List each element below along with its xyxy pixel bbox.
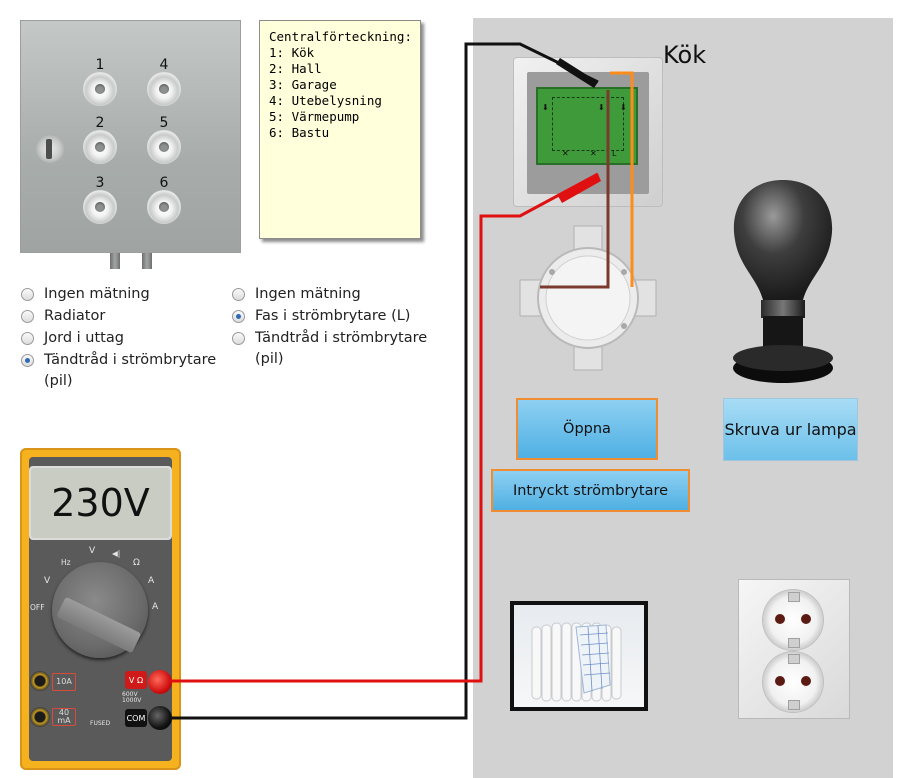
fuse-5[interactable] <box>147 130 181 164</box>
radio-button[interactable] <box>21 332 34 345</box>
pressed-switch-button[interactable]: Intryckt strömbrytare <box>491 469 690 512</box>
legend-line: 4: Utebelysning <box>269 93 382 108</box>
dial-label-adc: A <box>152 602 159 612</box>
outlet-bottom[interactable] <box>763 652 823 712</box>
multimeter-display: 230V <box>31 468 170 538</box>
fuse-4[interactable] <box>147 72 181 106</box>
fuse-number-2: 2 <box>95 115 105 131</box>
legend-line: 1: Kök <box>269 45 315 60</box>
radiator-image <box>514 605 644 707</box>
jack-40ma-label: 40 mA <box>52 708 76 726</box>
terminal-arrow-icon: ⬇ <box>598 103 605 112</box>
radio-label: Tändtråd i strömbrytare (pil) <box>255 330 428 367</box>
radio-label: Tändtråd i strömbrytare (pil) <box>44 352 217 389</box>
radio-label: Radiator <box>44 308 106 324</box>
wall-socket[interactable] <box>738 579 850 719</box>
room-title: Kök <box>663 41 707 69</box>
dial-label-ohm: Ω <box>133 558 140 568</box>
probe-red-plug[interactable] <box>148 670 172 694</box>
legend-title: Centralförteckning: <box>269 29 412 44</box>
radio-button[interactable] <box>232 288 245 301</box>
radio-label: Jord i uttag <box>44 330 124 346</box>
terminal-l-icon: L <box>612 149 617 158</box>
fuse-1[interactable] <box>83 72 117 106</box>
dial-label-vdc: V <box>89 546 96 556</box>
jack-10a-label: 10A <box>52 673 76 691</box>
legend-line: 5: Värmepump <box>269 109 360 124</box>
dial-label-aac: A <box>148 576 155 586</box>
radio-button[interactable] <box>21 288 34 301</box>
fuse-6[interactable] <box>147 190 181 224</box>
dial-label-hz: Hz <box>61 558 71 567</box>
terminal-x-icon: ✕ <box>590 149 597 158</box>
dial-label-vac: V <box>44 576 51 586</box>
legend-line: 3: Garage <box>269 77 337 92</box>
radio-option-switched-wire-right[interactable]: Tändtråd i strömbrytare (pil) <box>232 328 432 370</box>
probe-black-plug[interactable] <box>148 706 172 730</box>
radio-option-radiator[interactable]: Radiator <box>21 306 221 327</box>
dial-label-off: OFF <box>30 603 45 612</box>
radio-option-switched-wire-left[interactable]: Tändtråd i strömbrytare (pil) <box>21 350 221 392</box>
jack-10a <box>30 671 50 691</box>
legend-line: 6: Bastu <box>269 125 330 140</box>
fused-label: FUSED <box>90 720 111 727</box>
radio-option-phase-switch[interactable]: Fas i strömbrytare (L) <box>232 306 432 327</box>
fuse-number-5: 5 <box>159 115 169 131</box>
fuse-3[interactable] <box>83 190 117 224</box>
fuse-number-6: 6 <box>159 175 169 191</box>
cabinet-cable-gland <box>142 253 152 269</box>
fuse-legend-note: Centralförteckning: 1: Kök 2: Hall 3: Ga… <box>259 20 421 239</box>
jack-com-label: COM <box>125 709 147 727</box>
open-button[interactable]: Öppna <box>516 398 658 460</box>
radio-label: Ingen mätning <box>255 286 361 302</box>
legend-line: 2: Hall <box>269 61 322 76</box>
radio-option-none-right[interactable]: Ingen mätning <box>232 284 432 305</box>
radio-button[interactable] <box>21 310 34 323</box>
jack-40ma <box>30 707 50 727</box>
fuse-number-3: 3 <box>95 175 105 191</box>
radio-option-earth-socket[interactable]: Jord i uttag <box>21 328 221 349</box>
radio-button[interactable] <box>232 310 245 323</box>
radio-label: Ingen mätning <box>44 286 150 302</box>
fuse-2[interactable] <box>83 130 117 164</box>
dial-label-diode: ◀| <box>112 549 121 558</box>
switch-terminal-block: ⬇ ⬇ ⬇ ✕ ✕ L <box>536 87 638 165</box>
radio-option-none-left[interactable]: Ingen mätning <box>21 284 221 305</box>
terminal-arrow-icon: ⬇ <box>542 103 549 112</box>
fuse-number-4: 4 <box>159 57 169 73</box>
cabinet-cable-gland <box>110 253 120 269</box>
terminal-arrow-icon: ⬇ <box>620 103 627 112</box>
jack-v-label: V Ω <box>125 671 147 689</box>
jack-rating: 600V 1000V <box>122 691 142 704</box>
light-bulb[interactable] <box>727 178 839 388</box>
unscrew-lamp-button[interactable]: Skruva ur lampa <box>723 398 858 461</box>
terminal-x-icon: ✕ <box>562 149 569 158</box>
radio-button[interactable] <box>232 332 245 345</box>
radio-button[interactable] <box>21 354 34 367</box>
fuse-number-1: 1 <box>95 57 105 73</box>
main-switch[interactable] <box>36 135 64 163</box>
junction-box <box>519 225 657 371</box>
radio-label: Fas i strömbrytare (L) <box>255 308 411 324</box>
outlet-top[interactable] <box>763 590 823 650</box>
